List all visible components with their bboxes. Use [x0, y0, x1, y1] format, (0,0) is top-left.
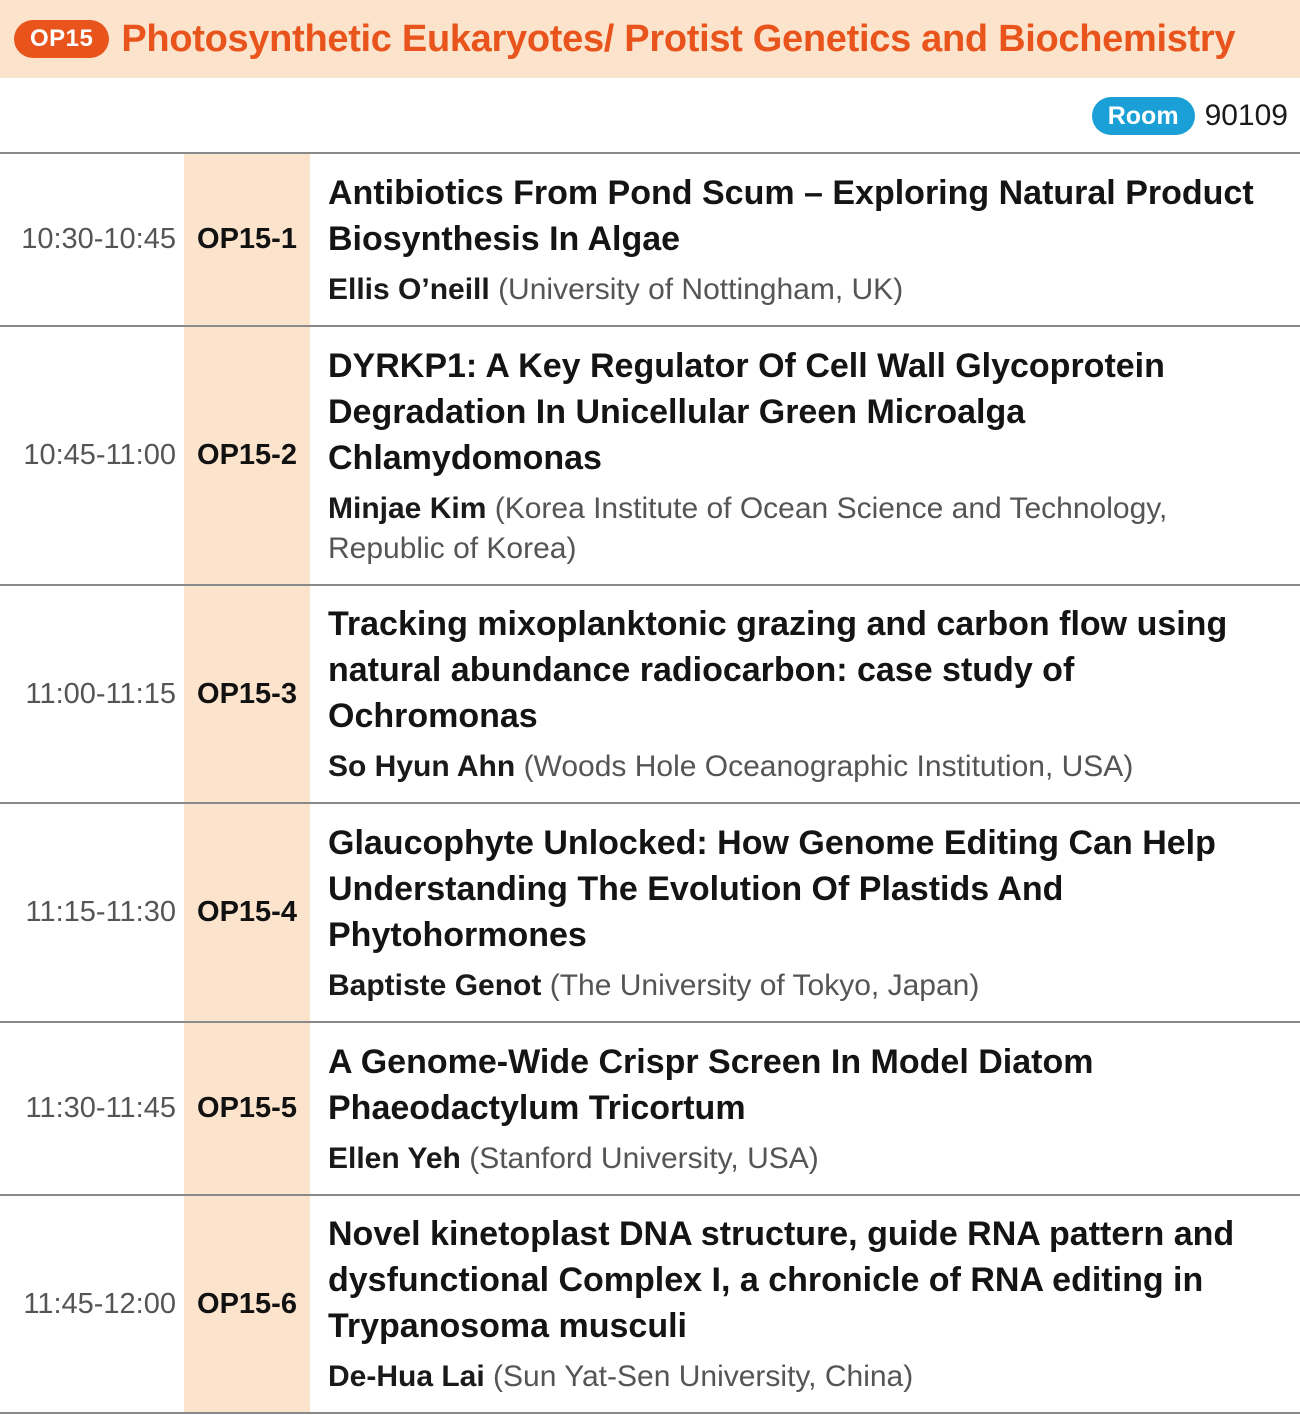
table-row: 11:30-11:45 OP15-5 A Genome-Wide Crispr … [0, 1023, 1300, 1196]
talk-code: OP15-3 [184, 586, 310, 802]
talk-title: Novel kinetoplast DNA structure, guide R… [328, 1215, 1235, 1345]
speaker-line: Baptiste Genot (The University of Tokyo,… [328, 966, 1288, 1006]
talk-details: Tracking mixoplanktonic grazing and carb… [310, 586, 1300, 802]
talk-details: DYRKP1: A Key Regulator Of Cell Wall Gly… [310, 327, 1300, 584]
talk-title: Tracking mixoplanktonic grazing and carb… [328, 605, 1228, 735]
talk-title: Glaucophyte Unlocked: How Genome Editing… [328, 823, 1216, 954]
speaker-affiliation: (Woods Hole Oceanographic Institution, U… [523, 750, 1134, 783]
talk-code: OP15-6 [184, 1196, 310, 1412]
session-header: OP15 Photosynthetic Eukaryotes/ Protist … [0, 0, 1300, 78]
table-row: 10:45-11:00 OP15-2 DYRKP1: A Key Regulat… [0, 327, 1300, 586]
speaker-name: De-Hua Lai [328, 1360, 485, 1393]
speaker-affiliation: (Sun Yat-Sen University, China) [493, 1360, 914, 1393]
talk-details: Novel kinetoplast DNA structure, guide R… [310, 1196, 1300, 1412]
table-row: 11:15-11:30 OP15-4 Glaucophyte Unlocked:… [0, 804, 1300, 1023]
speaker-affiliation: (Korea Institute of Ocean Science and Te… [328, 491, 1168, 565]
talk-code: OP15-1 [184, 154, 310, 325]
talk-details: A Genome-Wide Crispr Screen In Model Dia… [310, 1023, 1300, 1194]
table-row: 11:45-12:00 OP15-6 Novel kinetoplast DNA… [0, 1196, 1300, 1414]
speaker-name: Ellis O’neill [328, 272, 490, 306]
speaker-line: Minjae Kim (Korea Institute of Ocean Sci… [328, 489, 1288, 569]
talk-details: Antibiotics From Pond Scum – Exploring N… [310, 154, 1300, 325]
session-code-badge: OP15 [14, 20, 110, 58]
speaker-name: Minjae Kim [328, 491, 487, 525]
table-row: 11:00-11:15 OP15-3 Tracking mixoplankton… [0, 586, 1300, 804]
talk-time: 10:45-11:00 [23, 439, 176, 471]
speaker-affiliation: (University of Nottingham, UK) [498, 272, 904, 306]
talk-title: A Genome-Wide Crispr Screen In Model Dia… [328, 1042, 1094, 1127]
talk-time: 11:15-11:30 [25, 896, 177, 928]
speaker-line: Ellen Yeh (Stanford University, USA) [328, 1139, 1288, 1179]
speaker-name: Ellen Yeh [328, 1141, 461, 1175]
speaker-line: Ellis O’neill (University of Nottingham,… [328, 270, 1288, 310]
talk-title: DYRKP1: A Key Regulator Of Cell Wall Gly… [328, 346, 1165, 477]
table-row: 10:30-10:45 OP15-1 Antibiotics From Pond… [0, 154, 1300, 327]
talk-time: 11:45-12:00 [23, 1287, 176, 1320]
talk-title: Antibiotics From Pond Scum – Exploring N… [328, 173, 1254, 258]
talk-code: OP15-4 [184, 804, 310, 1021]
session-title: Photosynthetic Eukaryotes/ Protist Genet… [121, 17, 1236, 60]
room-badge: Room [1091, 97, 1195, 135]
room-info: Room 90109 [1091, 97, 1288, 135]
schedule-table: 10:30-10:45 OP15-1 Antibiotics From Pond… [0, 152, 1300, 1414]
speaker-line: So Hyun Ahn (Woods Hole Oceanographic In… [328, 747, 1288, 787]
speaker-affiliation: (The University of Tokyo, Japan) [549, 968, 980, 1002]
speaker-name: So Hyun Ahn [328, 750, 516, 783]
talk-details: Glaucophyte Unlocked: How Genome Editing… [310, 804, 1300, 1021]
talk-code: OP15-2 [184, 327, 310, 584]
room-number: 90109 [1204, 99, 1288, 132]
talk-time: 11:00-11:15 [25, 677, 177, 710]
speaker-line: De-Hua Lai (Sun Yat-Sen University, Chin… [328, 1357, 1288, 1397]
talk-time: 11:30-11:45 [25, 1092, 177, 1124]
speaker-affiliation: (Stanford University, USA) [469, 1141, 819, 1175]
talk-code: OP15-5 [184, 1023, 310, 1194]
talk-time: 10:30-10:45 [21, 223, 176, 255]
speaker-name: Baptiste Genot [328, 968, 542, 1002]
